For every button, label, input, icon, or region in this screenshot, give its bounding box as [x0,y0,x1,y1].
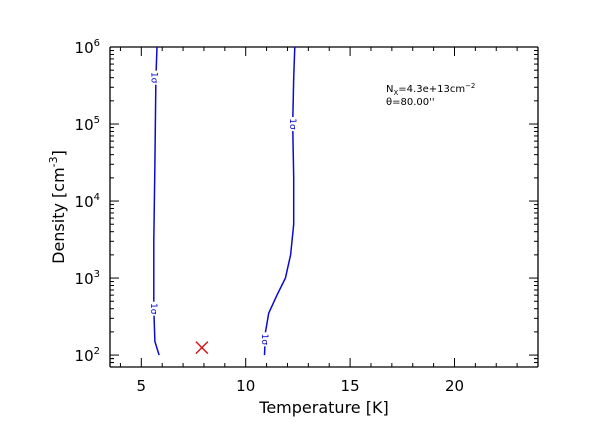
x-tick-label: 20 [445,377,464,395]
x-tick-label: 15 [341,377,360,395]
y-tick-label: 106 [75,38,100,57]
series-line-1 [263,46,296,356]
plot-frame [109,46,539,368]
tick-labels: 5 10 15 20 102 103 104 105 106 [75,38,465,395]
y-tick-label: 102 [75,346,100,365]
contour-labels: 1σ 1σ 1σ 1σ [148,70,298,347]
marker-group [195,341,209,355]
svg-text:Density [cm-3]: Density [cm-3] [47,150,68,264]
contour-label: 1σ [259,334,269,346]
contour-label: 1σ [287,118,297,130]
contour-label-bg [150,70,159,85]
contour-label-bg [149,301,158,316]
y-axis-label: Density [cm-3] [47,150,68,264]
contour-label: 1σ [148,303,158,315]
y-tick-label: 103 [75,269,100,288]
annotation-theta: θ=80.00'' [386,97,435,108]
annotation-block: NX=4.3e+13cm−2 θ=80.00'' [386,82,475,108]
y-axis-label-close: ] [49,150,68,156]
series-group [153,46,296,356]
marker-x-stroke-2 [195,341,209,355]
y-axis-label-exp: -3 [47,156,60,167]
x-tick-label: 5 [137,377,147,395]
y-tick-label: 104 [75,192,100,211]
x-tick-label: 10 [236,377,255,395]
ticks [110,46,539,368]
contour-label: 1σ [148,72,158,84]
contour-label-bg [261,332,270,347]
x-axis-label: Temperature [K] [258,398,388,417]
contour-label-bg [289,117,298,132]
y-axis-label-text: Density [cm [49,167,68,264]
y-tick-label: 105 [75,115,100,134]
annotation-column-density: NX=4.3e+13cm−2 [386,82,475,97]
